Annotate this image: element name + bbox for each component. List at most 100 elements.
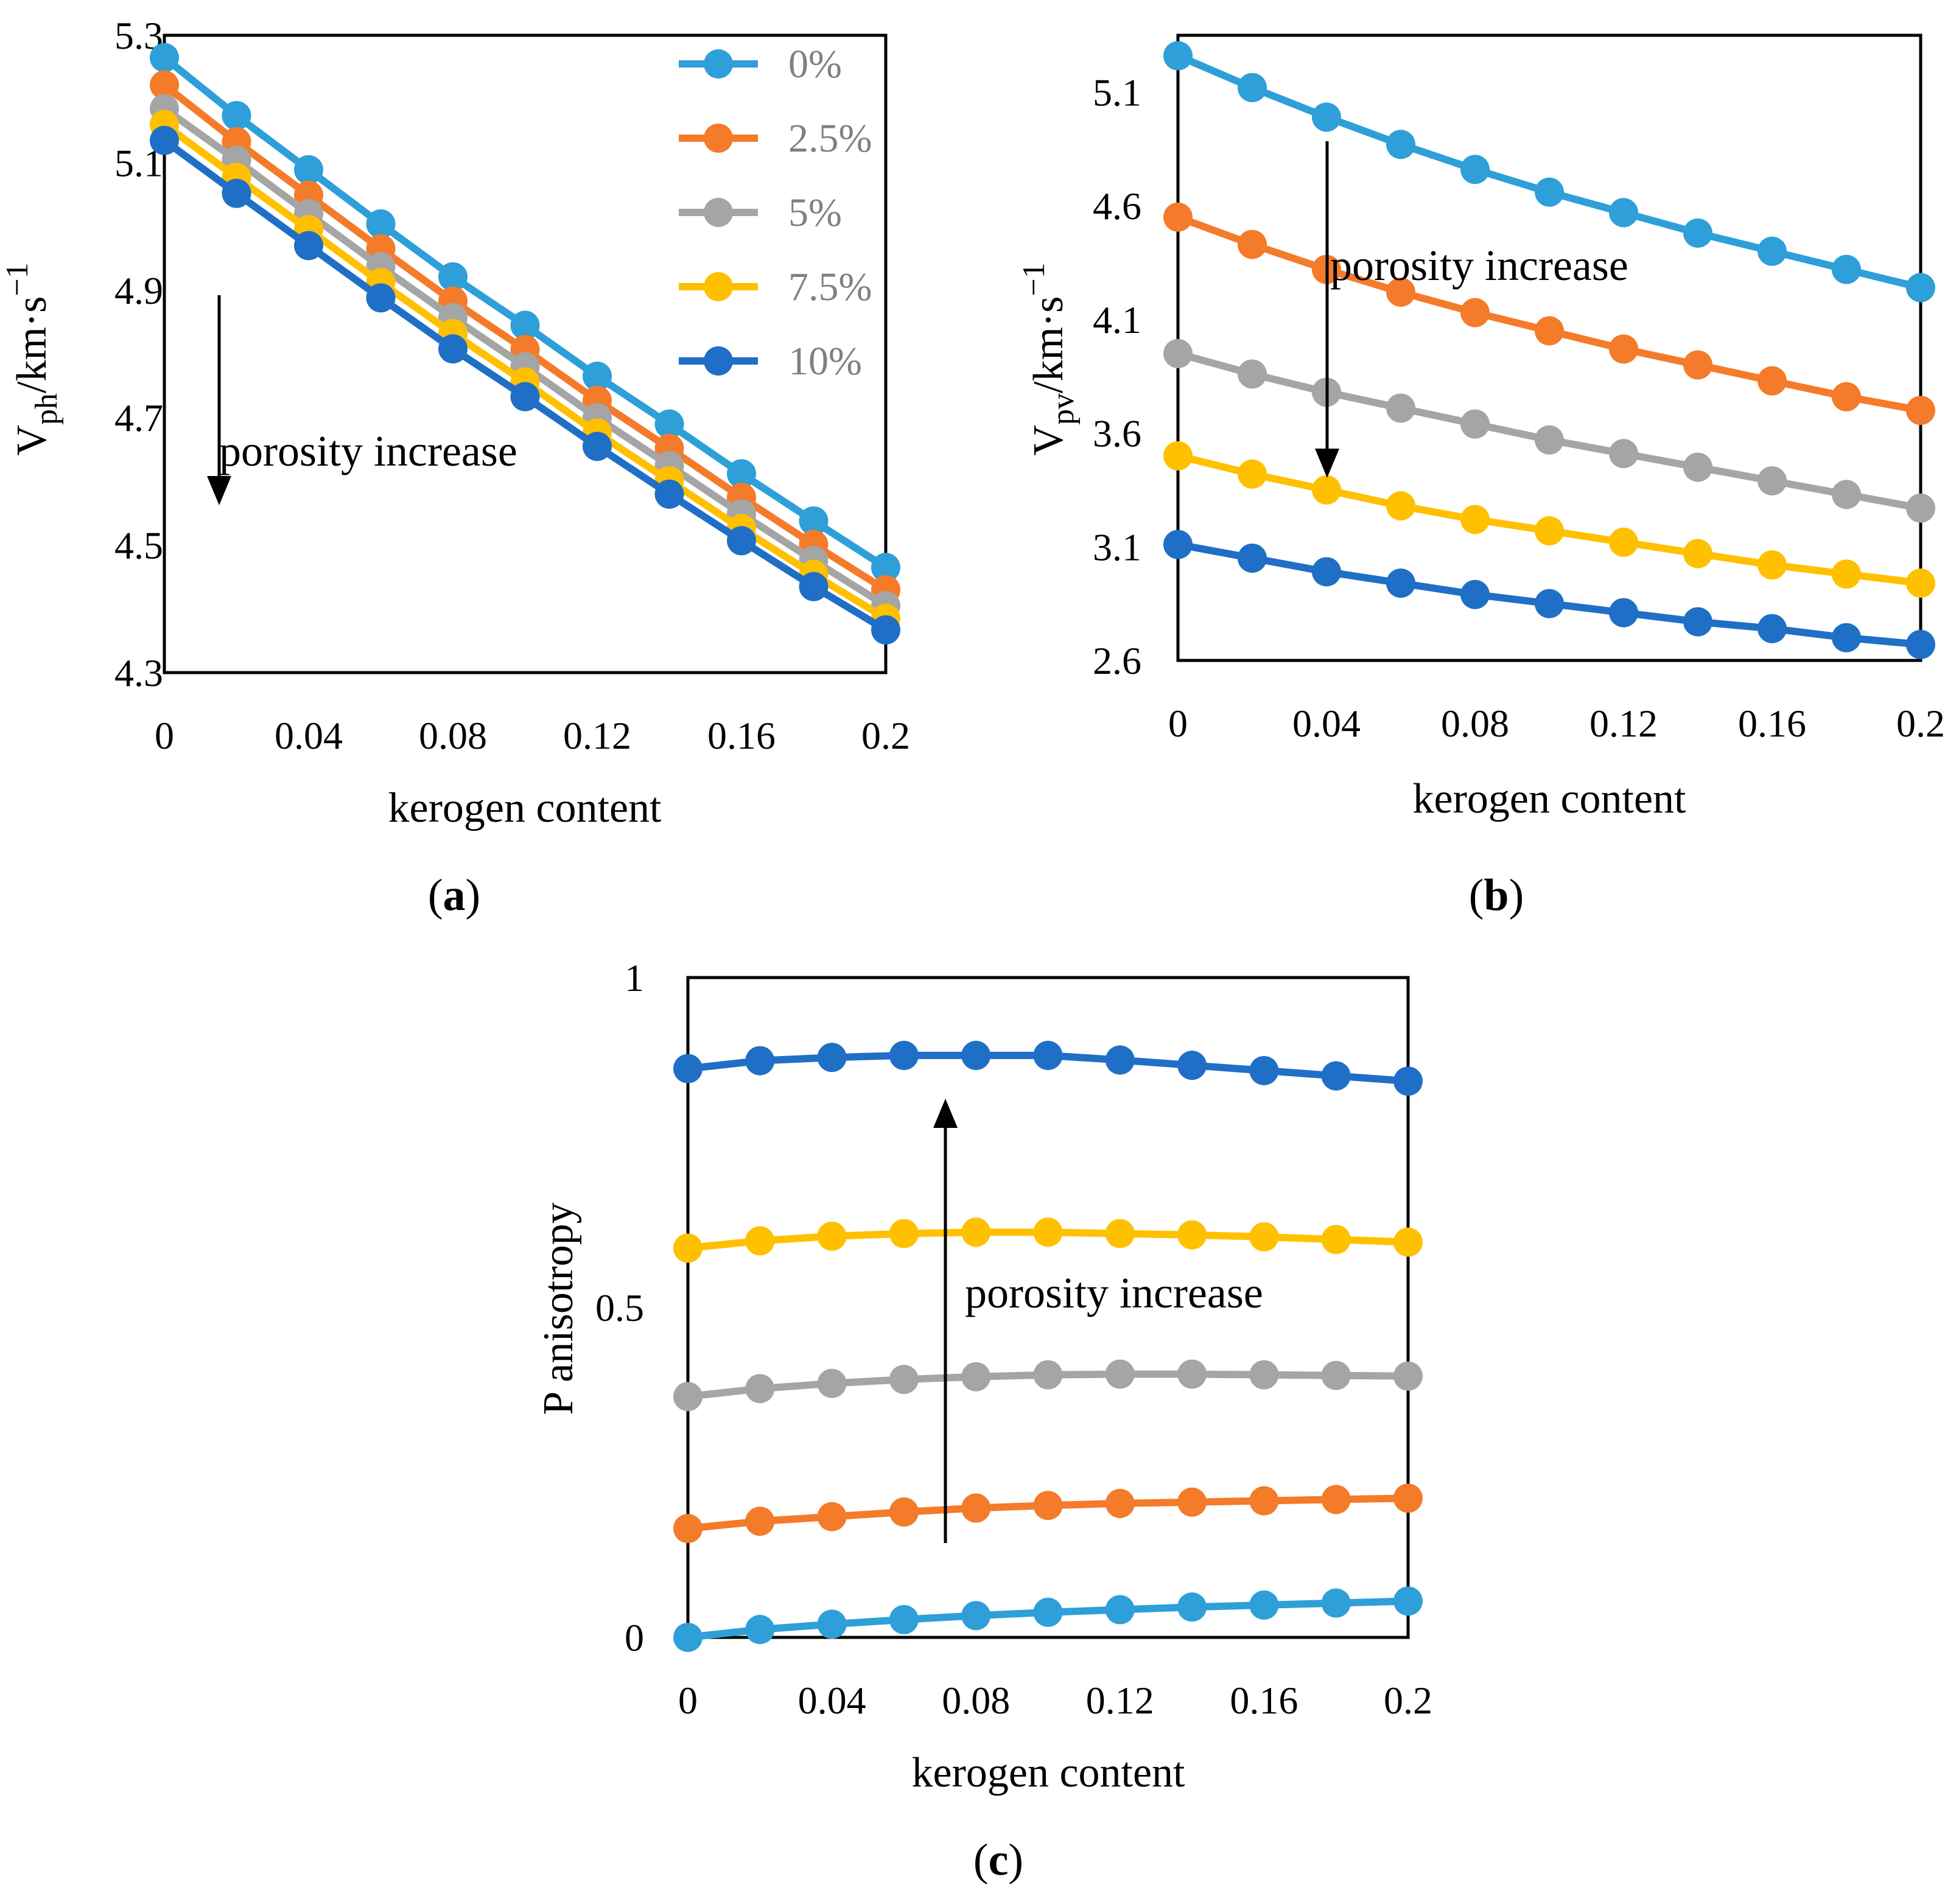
x-tick-label: 0.04 xyxy=(798,1679,866,1722)
data-point xyxy=(1105,1359,1135,1389)
data-point xyxy=(1609,527,1638,557)
panel-label-open: ( xyxy=(1469,870,1484,920)
x-tick-label: 0.16 xyxy=(1230,1679,1298,1722)
data-point xyxy=(1321,1360,1351,1390)
x-tick-label: 0.16 xyxy=(707,714,776,757)
data-point xyxy=(1238,72,1267,102)
data-point xyxy=(1238,229,1267,259)
data-point xyxy=(673,1233,703,1263)
data-point xyxy=(1163,441,1193,471)
data-point xyxy=(1683,350,1712,380)
data-point xyxy=(1312,557,1341,587)
panel-b: 2.6 3.1 3.6 4.1 4.6 5.1 0 0.04 0.08 0.12 0.16 0.2 ke… xyxy=(1017,33,1945,920)
data-point xyxy=(1177,1592,1207,1622)
data-point xyxy=(1906,493,1935,523)
data-point xyxy=(1832,623,1861,653)
y-axis-label-superscript: −1 xyxy=(0,262,35,296)
data-point xyxy=(889,1219,919,1248)
data-point xyxy=(1177,1051,1207,1080)
data-point xyxy=(1033,1040,1063,1070)
x-tick-label: 0.12 xyxy=(1589,702,1658,745)
plot-area xyxy=(163,33,888,674)
legend-marker xyxy=(704,346,733,376)
data-point xyxy=(1312,475,1341,505)
data-point xyxy=(438,262,468,292)
x-tick-label: 0.12 xyxy=(1086,1679,1154,1722)
data-point xyxy=(1393,1586,1423,1616)
data-point xyxy=(1393,1483,1423,1513)
panel-label: (a) xyxy=(428,870,480,920)
data-point xyxy=(871,615,900,645)
data-point xyxy=(1460,298,1490,327)
data-point xyxy=(1535,316,1564,346)
data-point xyxy=(1105,1595,1135,1625)
data-point xyxy=(1249,1055,1279,1085)
data-point xyxy=(1386,130,1415,159)
data-point xyxy=(889,1365,919,1395)
data-point xyxy=(889,1497,919,1527)
x-tick-label: 0.2 xyxy=(1384,1679,1432,1722)
data-point xyxy=(673,1623,703,1652)
data-point xyxy=(799,572,829,601)
data-point xyxy=(889,1040,919,1070)
legend-marker xyxy=(704,198,733,227)
data-point xyxy=(1535,425,1564,455)
y-axis-label-units: /km·s xyxy=(9,296,55,393)
data-point xyxy=(1393,1066,1423,1096)
data-point xyxy=(1105,1219,1135,1248)
data-point xyxy=(150,43,179,72)
x-tick-label: 0.2 xyxy=(1896,702,1945,745)
data-point xyxy=(1249,1360,1279,1390)
y-tick-label: 4.1 xyxy=(1093,298,1141,341)
data-point xyxy=(799,506,829,536)
data-point xyxy=(727,526,756,556)
data-point xyxy=(654,479,684,509)
y-axis-label-subscript: pv xyxy=(1046,393,1081,425)
x-tick-label: 0 xyxy=(1168,702,1188,745)
data-point xyxy=(1683,218,1712,248)
y-axis-label: Vpv/km·s−1 xyxy=(1017,262,1081,455)
data-point xyxy=(745,1614,775,1644)
data-point xyxy=(1832,254,1861,284)
y-tick-label: 4.6 xyxy=(1093,184,1141,228)
panel-label-close: ) xyxy=(1008,1835,1023,1885)
data-point xyxy=(366,209,396,239)
data-point xyxy=(1386,491,1415,521)
data-point xyxy=(1321,1225,1351,1255)
data-point xyxy=(510,382,540,411)
data-point xyxy=(1683,607,1712,637)
panel-label-open: ( xyxy=(973,1835,989,1885)
y-tick-label: 5.1 xyxy=(1093,71,1141,114)
panel-label-close: ) xyxy=(1509,870,1524,920)
legend-marker xyxy=(704,124,733,153)
data-point xyxy=(510,310,540,340)
y-tick-label: 0.5 xyxy=(595,1286,644,1329)
data-point xyxy=(366,283,396,313)
data-point xyxy=(1033,1491,1063,1521)
panel-c: 0 0.5 1 0 0.04 0.08 0.12 0.16 0.2 kerogen content… xyxy=(535,956,1432,1885)
y-tick-label: 4.3 xyxy=(114,651,163,695)
y-tick-label: 4.7 xyxy=(114,396,163,439)
data-point xyxy=(1249,1222,1279,1252)
x-axis-label: kerogen content xyxy=(1413,775,1687,822)
panel-label-letter: b xyxy=(1484,870,1509,920)
x-tick-label: 0 xyxy=(155,714,174,757)
data-point xyxy=(222,178,251,208)
data-point xyxy=(817,1502,847,1531)
data-point xyxy=(583,432,612,461)
data-point xyxy=(1906,569,1935,598)
panel-label-close: ) xyxy=(466,870,481,920)
data-point xyxy=(1683,539,1712,569)
data-point xyxy=(745,1374,775,1404)
y-tick-label: 4.9 xyxy=(114,269,163,312)
y-tick-label: 0 xyxy=(625,1616,644,1659)
data-point xyxy=(745,1226,775,1256)
x-tick-label: 0.04 xyxy=(1292,702,1361,745)
data-point xyxy=(1163,530,1193,559)
data-point xyxy=(1163,41,1193,71)
data-point xyxy=(673,1054,703,1083)
legend-entry: 10% xyxy=(788,339,862,383)
data-point xyxy=(1105,1488,1135,1518)
y-tick-label: 3.6 xyxy=(1093,412,1141,455)
